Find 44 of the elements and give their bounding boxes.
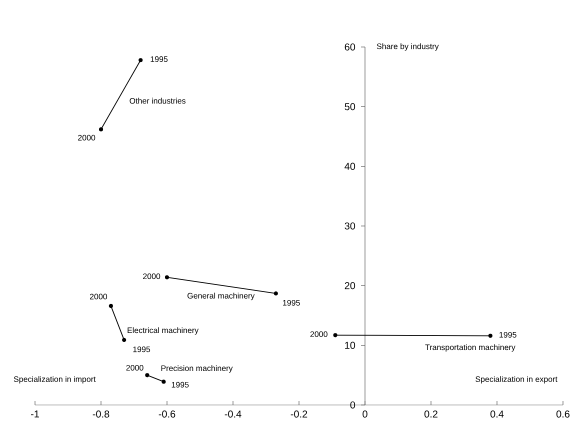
x-tick-label: -0.4	[224, 410, 242, 418]
annotation: 2000	[126, 364, 144, 371]
series-label: Other industries	[130, 98, 186, 104]
point	[162, 380, 166, 384]
annotation: 1995	[150, 56, 168, 62]
series-label: Transportation machinery	[425, 344, 516, 352]
annotation: 2000	[143, 273, 160, 280]
annotation: 1995	[133, 346, 150, 352]
series-label: Electrical machinery	[128, 327, 199, 335]
x-tick-label: -0.6	[158, 410, 176, 418]
x-tick-label: 0	[362, 410, 368, 418]
x-tick-label: -0.8	[92, 410, 110, 418]
y-tick-label: 10	[345, 342, 356, 349]
annotation: 1995	[283, 300, 300, 306]
x-tick-label: 0.2	[424, 410, 438, 418]
annotation: Specialization in import	[14, 376, 96, 384]
point	[108, 304, 113, 308]
point	[488, 334, 492, 338]
y-tick-label: 30	[344, 222, 356, 230]
y-tick-label: 40	[344, 162, 356, 170]
x-axis-title: Specialization in export	[476, 376, 558, 384]
annotation: 1995	[172, 382, 189, 388]
point	[138, 58, 143, 62]
x-tick-label: -0.2	[290, 410, 308, 418]
y-tick-label: 0	[350, 401, 356, 409]
annotation: 2000	[90, 294, 108, 300]
point	[98, 127, 104, 132]
point	[333, 333, 338, 338]
annotation: 2000	[310, 331, 328, 338]
y-tick-label: 50	[344, 103, 356, 110]
point	[274, 291, 278, 296]
series-label: Precision machinery	[161, 365, 233, 373]
annotation: 2000	[78, 134, 96, 141]
x-tick-label: 0.6	[556, 410, 570, 418]
annotation: 1995	[500, 332, 516, 338]
x-tick-label: 0.4	[490, 410, 504, 418]
point	[145, 373, 150, 378]
x-tick-label: -1	[31, 410, 39, 418]
y-tick-label: 20	[344, 282, 356, 290]
point	[122, 338, 126, 342]
y-axis-title: Share by industry	[376, 43, 439, 51]
point	[164, 275, 170, 280]
series-label: General machinery	[188, 292, 255, 300]
y-tick-label: 60	[344, 43, 356, 51]
